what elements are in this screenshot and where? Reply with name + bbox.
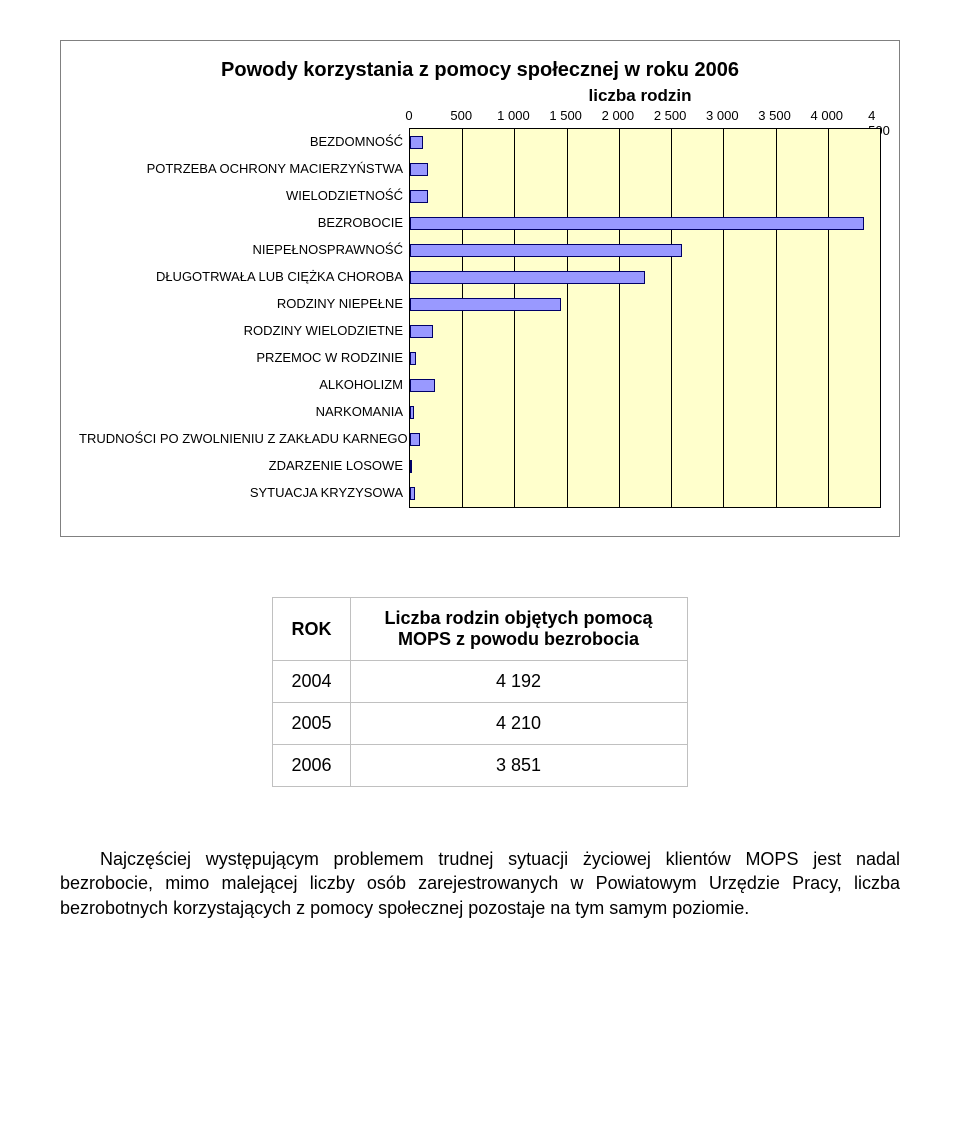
chart-tick: 1 500 xyxy=(549,108,582,123)
chart-bar xyxy=(410,379,435,392)
chart-plot-area xyxy=(409,128,881,508)
chart-category-label: POTRZEBA OCHRONY MACIERZYŃSTWA xyxy=(79,155,409,182)
chart-category-label: ZDARZENIE LOSOWE xyxy=(79,452,409,479)
chart-gridline xyxy=(880,129,881,507)
chart-category-label: TRUDNOŚCI PO ZWOLNIENIU Z ZAKŁADU KARNEG… xyxy=(79,425,409,452)
chart-tick: 500 xyxy=(450,108,472,123)
table-cell-value: 3 851 xyxy=(350,745,687,787)
chart-tick: 3 500 xyxy=(758,108,791,123)
chart-tick: 1 000 xyxy=(497,108,530,123)
table-header-value: Liczba rodzin objętych pomocą MOPS z pow… xyxy=(350,598,687,661)
chart-category-label: RODZINY NIEPEŁNE xyxy=(79,290,409,317)
chart-category-label: BEZDOMNOŚĆ xyxy=(79,128,409,155)
chart-bar xyxy=(410,163,428,176)
chart-category-label: DŁUGOTRWAŁA LUB CIĘŻKA CHOROBA xyxy=(79,263,409,290)
chart-bar xyxy=(410,271,645,284)
chart-bar xyxy=(410,217,864,230)
data-table: ROK Liczba rodzin objętych pomocą MOPS z… xyxy=(272,597,687,787)
chart-tick: 4 000 xyxy=(810,108,843,123)
chart-bar xyxy=(410,433,420,446)
chart-subtitle: liczba rodzin xyxy=(399,86,881,106)
table-row: 2005 4 210 xyxy=(273,703,687,745)
chart-bar xyxy=(410,244,682,257)
table-cell-year: 2005 xyxy=(273,703,350,745)
chart-container: Powody korzystania z pomocy społecznej w… xyxy=(60,40,900,537)
chart-category-label: RODZINY WIELODZIETNE xyxy=(79,317,409,344)
chart-bar xyxy=(410,325,433,338)
chart-x-ticks: 05001 0001 5002 0002 5003 0003 5004 0004… xyxy=(409,108,879,128)
body-paragraph: Najczęściej występującym problemem trudn… xyxy=(60,847,900,920)
chart-category-label: NARKOMANIA xyxy=(79,398,409,425)
chart-bar xyxy=(410,352,416,365)
chart-tick: 3 000 xyxy=(706,108,739,123)
chart-category-label: ALKOHOLIZM xyxy=(79,371,409,398)
chart-bar xyxy=(410,136,423,149)
chart-category-label: WIELODZIETNOŚĆ xyxy=(79,182,409,209)
chart-bar xyxy=(410,190,428,203)
chart-category-label: BEZROBOCIE xyxy=(79,209,409,236)
chart-category-label: SYTUACJA KRYZYSOWA xyxy=(79,479,409,506)
chart-category-labels: BEZDOMNOŚĆPOTRZEBA OCHRONY MACIERZYŃSTWA… xyxy=(79,108,409,508)
chart-category-label: PRZEMOC W RODZINIE xyxy=(79,344,409,371)
chart-bar xyxy=(410,460,412,473)
chart-tick: 2 500 xyxy=(654,108,687,123)
chart-tick: 2 000 xyxy=(602,108,635,123)
chart-category-label: NIEPEŁNOSPRAWNOŚĆ xyxy=(79,236,409,263)
table-header-year: ROK xyxy=(273,598,350,661)
chart-bar xyxy=(410,298,561,311)
table-cell-value: 4 192 xyxy=(350,661,687,703)
table-row: 2006 3 851 xyxy=(273,745,687,787)
chart-bar xyxy=(410,406,414,419)
chart-bar xyxy=(410,487,415,500)
table-cell-value: 4 210 xyxy=(350,703,687,745)
chart-tick: 0 xyxy=(405,108,412,123)
chart-title: Powody korzystania z pomocy społecznej w… xyxy=(79,59,881,82)
table-row: 2004 4 192 xyxy=(273,661,687,703)
table-cell-year: 2004 xyxy=(273,661,350,703)
table-cell-year: 2006 xyxy=(273,745,350,787)
